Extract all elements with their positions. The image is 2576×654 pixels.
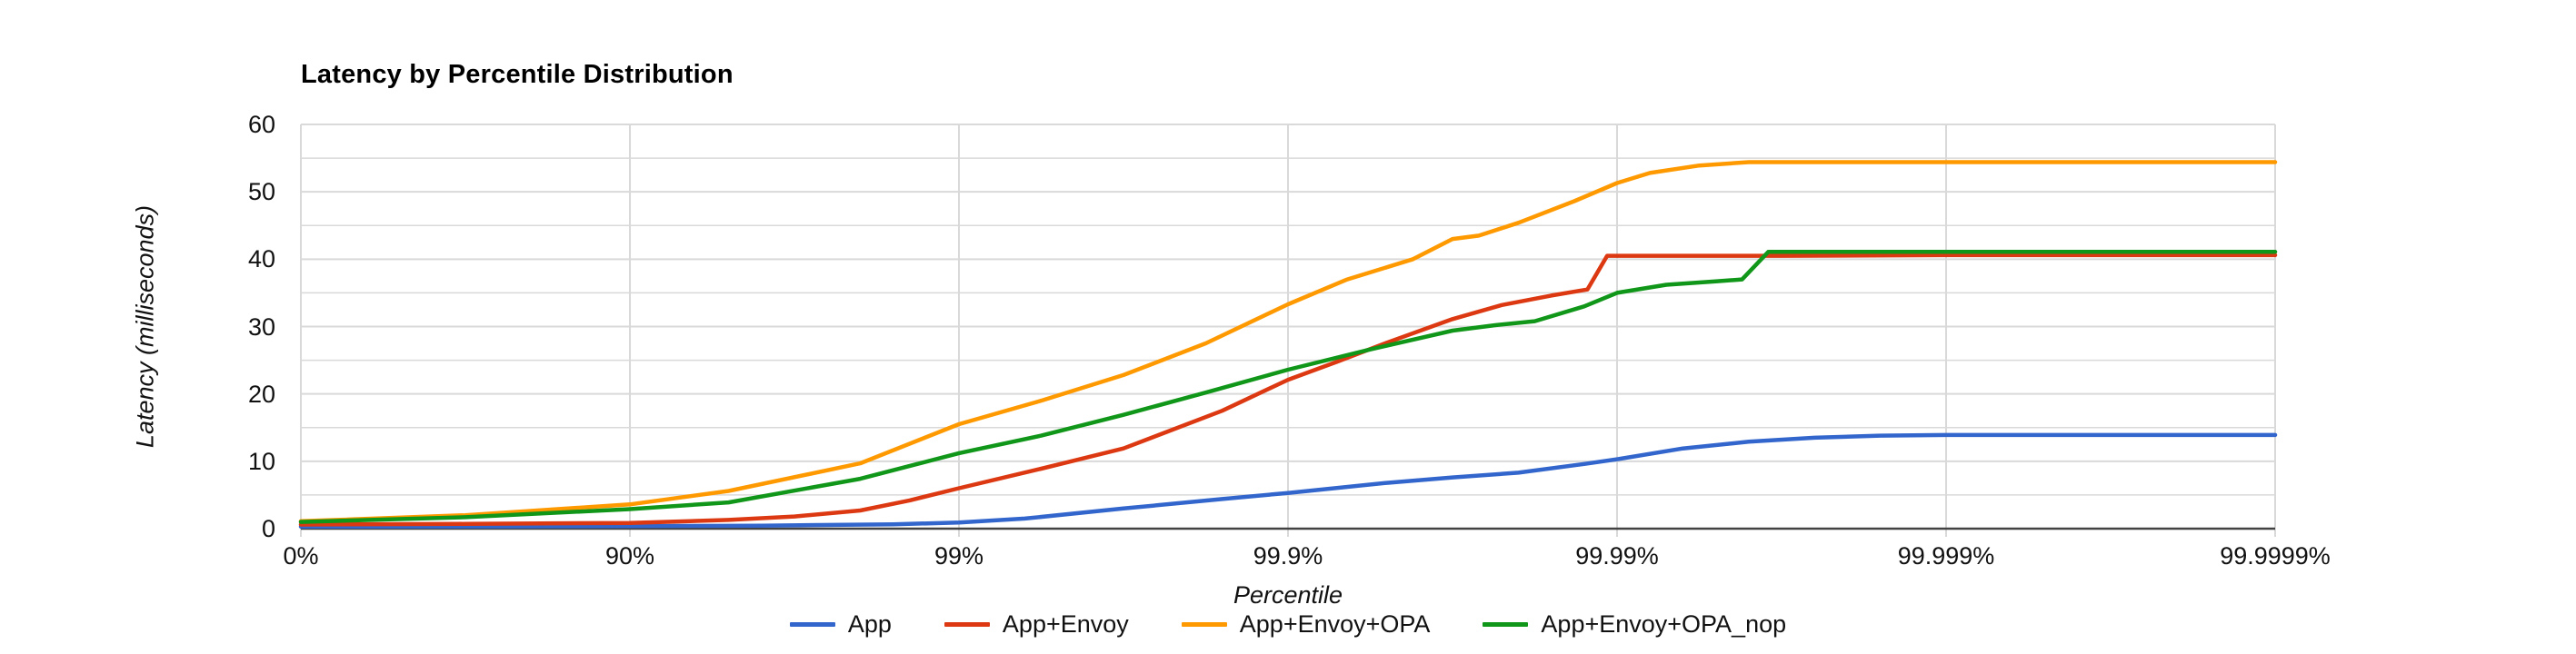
legend-label: App+Envoy+OPA xyxy=(1239,610,1431,638)
legend-item-app-envoy-opa-nop: App+Envoy+OPA_nop xyxy=(1483,610,1786,639)
y-tick-label: 40 xyxy=(247,245,275,273)
y-tick-label: 30 xyxy=(247,312,275,341)
y-tick-label: 10 xyxy=(247,447,275,475)
legend-item-app-envoy-opa: App+Envoy+OPA xyxy=(1181,610,1431,639)
y-tick-label: 0 xyxy=(261,515,275,542)
legend-swatch-icon xyxy=(1181,622,1227,627)
legend-swatch-icon xyxy=(1483,622,1529,627)
x-tick-label: 99% xyxy=(934,542,984,570)
y-tick-label: 50 xyxy=(247,178,275,206)
x-tick-label: 0% xyxy=(283,542,319,570)
series-line-app-envoy-opa-nop xyxy=(298,249,2278,524)
y-tick-label: 60 xyxy=(247,111,275,138)
x-axis-title: Percentile xyxy=(1233,581,1343,609)
series-line-app-envoy-opa xyxy=(298,160,2278,524)
y-tick-label: 20 xyxy=(247,380,275,408)
chart-title: Latency by Percentile Distribution xyxy=(301,60,734,89)
x-tick-label: 99.9999% xyxy=(2220,542,2331,570)
series-line-app-envoy xyxy=(298,253,2278,527)
x-tick-label: 90% xyxy=(604,542,655,570)
x-tick-label: 99.99% xyxy=(1575,542,1659,570)
legend-swatch-icon xyxy=(789,622,835,627)
legend-label: App+Envoy xyxy=(1002,610,1129,638)
legend-item-app: App xyxy=(789,610,892,639)
legend-label: App xyxy=(847,610,892,638)
x-tick-label: 99.999% xyxy=(1897,542,1995,570)
legend: App App+Envoy App+Envoy+OPA App+Envoy+OPA_n… xyxy=(0,610,2576,639)
series-line-app xyxy=(298,432,2278,530)
legend-label: App+Envoy+OPA_nop xyxy=(1541,610,1787,638)
legend-swatch-icon xyxy=(944,622,990,627)
legend-item-app-envoy: App+Envoy xyxy=(944,610,1129,639)
x-tick-label: 99.9% xyxy=(1253,542,1323,570)
